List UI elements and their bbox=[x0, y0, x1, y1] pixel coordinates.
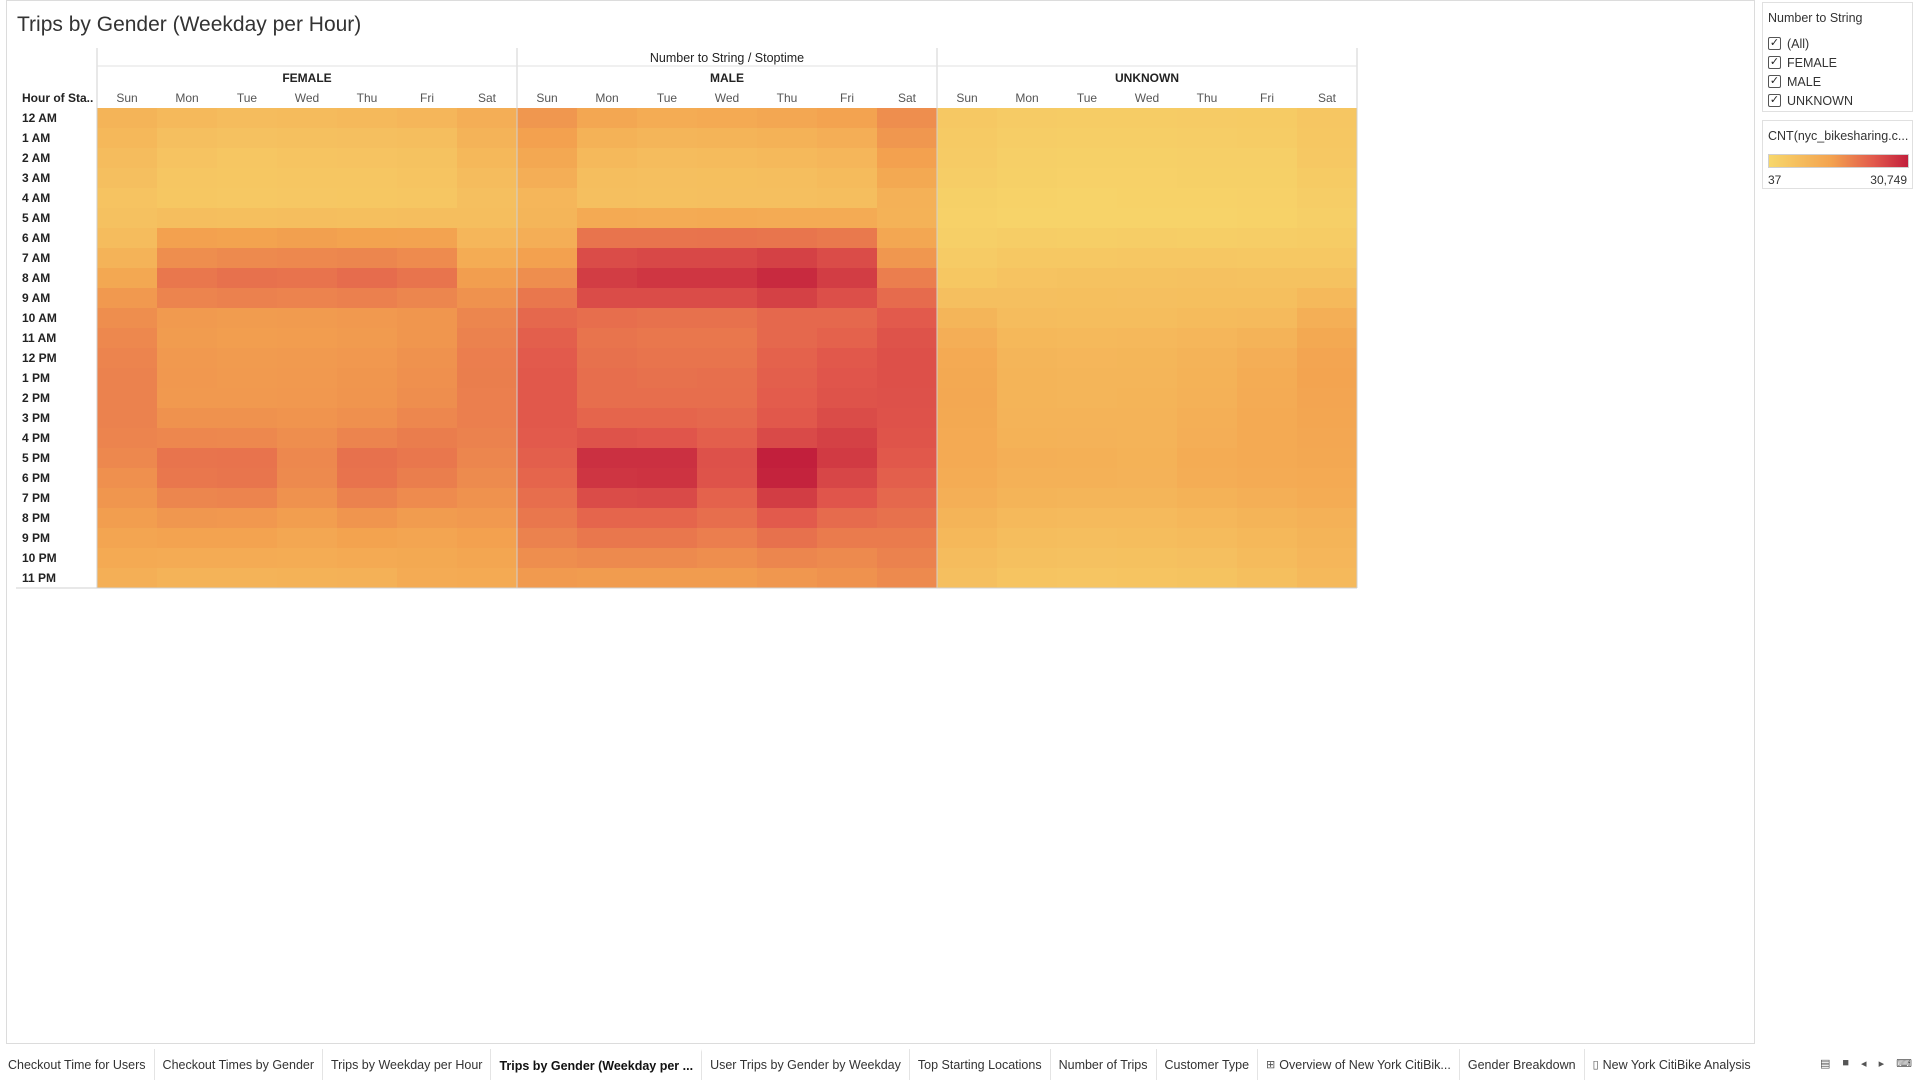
tab-label: Overview of New York CitiBik... bbox=[1279, 1057, 1451, 1072]
sheet-tab-bar: Checkout Time for Users Checkout Times b… bbox=[0, 1049, 1920, 1080]
tabs-view-icon[interactable]: ■ bbox=[1842, 1057, 1850, 1069]
checkbox-checked-icon[interactable]: ✓ bbox=[1768, 56, 1781, 69]
sheet-title: Trips by Gender (Weekday per Hour) bbox=[17, 13, 362, 36]
tab-trips-by-weekday-per-hour[interactable]: Trips by Weekday per Hour bbox=[323, 1049, 492, 1080]
legend-title: CNT(nyc_bikesharing.c... bbox=[1768, 129, 1909, 143]
worksheet-area: Trips by Gender (Weekday per Hour) bbox=[6, 0, 1755, 1044]
tab-label: Checkout Times by Gender bbox=[162, 1057, 315, 1072]
presentation-mode-icon[interactable]: ⌨ bbox=[1896, 1058, 1912, 1070]
tab-label: Customer Type bbox=[1164, 1057, 1250, 1072]
tab-checkout-time-for-users[interactable]: Checkout Time for Users bbox=[0, 1049, 155, 1080]
legend-min-label: 37 bbox=[1768, 173, 1782, 187]
filter-option-label: UNKNOWN bbox=[1787, 93, 1853, 108]
tab-label: Trips by Weekday per Hour bbox=[331, 1057, 483, 1072]
tab-label: Top Starting Locations bbox=[917, 1057, 1042, 1072]
filter-option-all[interactable]: ✓ (All) bbox=[1768, 35, 1809, 52]
sheet-nav-controls: ▤ ■ ◂ ▸ ⌨ bbox=[1820, 1057, 1912, 1070]
story-icon: ▯ bbox=[1592, 1059, 1599, 1071]
tab-label: Number of Trips bbox=[1058, 1057, 1148, 1072]
tab-overview-dashboard[interactable]: ⊞ Overview of New York CitiBik... bbox=[1258, 1049, 1460, 1080]
filter-option-male[interactable]: ✓ MALE bbox=[1768, 73, 1821, 90]
tab-number-of-trips[interactable]: Number of Trips bbox=[1051, 1049, 1157, 1080]
legend-max-label: 30,749 bbox=[1870, 173, 1907, 187]
tab-label: User Trips by Gender by Weekday bbox=[710, 1057, 901, 1072]
tab-new-york-citibike-analysis[interactable]: ▯ New York CitiBike Analysis bbox=[1585, 1049, 1759, 1080]
next-sheet-icon[interactable]: ▸ bbox=[1878, 1058, 1885, 1070]
filter-option-label: MALE bbox=[1787, 74, 1822, 89]
tab-trips-by-gender-weekday-per-hour[interactable]: Trips by Gender (Weekday per ... bbox=[491, 1049, 703, 1080]
tab-label: Gender Breakdown bbox=[1467, 1057, 1576, 1072]
previous-sheet-icon[interactable]: ◂ bbox=[1861, 1058, 1867, 1070]
filter-option-female[interactable]: ✓ FEMALE bbox=[1768, 54, 1837, 71]
filter-option-label: FEMALE bbox=[1787, 55, 1838, 70]
checkbox-checked-icon[interactable]: ✓ bbox=[1768, 37, 1781, 50]
tab-label: New York CitiBike Analysis bbox=[1602, 1057, 1751, 1072]
tab-label: Trips by Gender (Weekday per ... bbox=[499, 1059, 694, 1073]
legend-gradient-bar bbox=[1768, 154, 1909, 168]
tab-customer-type[interactable]: Customer Type bbox=[1157, 1049, 1259, 1080]
filter-option-label: (All) bbox=[1787, 36, 1810, 51]
tab-gender-breakdown[interactable]: Gender Breakdown bbox=[1460, 1049, 1585, 1080]
checkbox-checked-icon[interactable]: ✓ bbox=[1768, 75, 1781, 88]
tab-user-trips-by-gender-by-weekday[interactable]: User Trips by Gender by Weekday bbox=[702, 1049, 910, 1080]
dashboard-icon: ⊞ bbox=[1266, 1059, 1276, 1071]
tab-checkout-times-by-gender[interactable]: Checkout Times by Gender bbox=[155, 1049, 324, 1080]
tab-top-starting-locations[interactable]: Top Starting Locations bbox=[910, 1049, 1051, 1080]
filter-card: Number to String ✓ (All) ✓ FEMALE ✓ MALE… bbox=[1762, 2, 1913, 112]
checkbox-checked-icon[interactable]: ✓ bbox=[1768, 94, 1781, 107]
filmstrip-view-icon[interactable]: ▤ bbox=[1819, 1058, 1831, 1070]
color-legend-card: CNT(nyc_bikesharing.c... 37 30,749 bbox=[1762, 120, 1913, 189]
tab-label: Checkout Time for Users bbox=[8, 1057, 146, 1072]
filter-title: Number to String bbox=[1768, 11, 1863, 25]
filter-option-unknown[interactable]: ✓ UNKNOWN bbox=[1768, 92, 1853, 109]
